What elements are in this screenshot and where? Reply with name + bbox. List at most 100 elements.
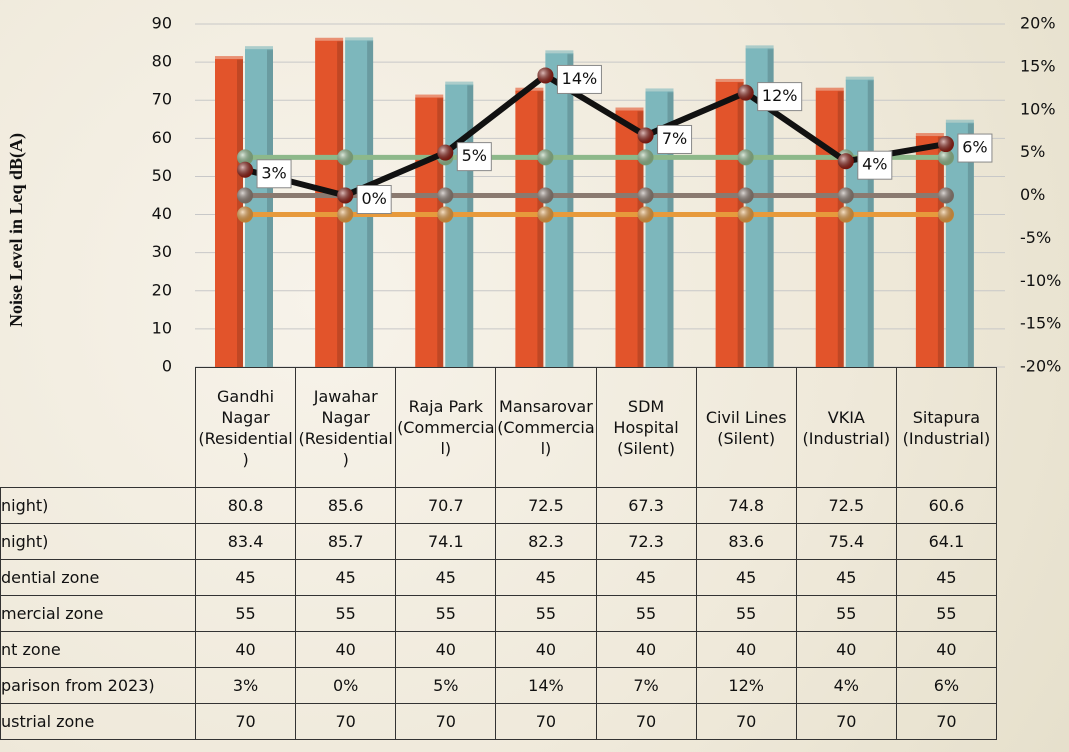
data-label-box [256, 159, 292, 189]
table-cell: 70 [695, 703, 797, 740]
table-cell: 45 [295, 559, 397, 596]
y2-tick-label: 20% [1020, 14, 1056, 33]
bar-cap [615, 107, 644, 112]
marker-shine [637, 206, 654, 223]
bar-cap [245, 46, 273, 51]
table-cell: 4% [795, 667, 897, 704]
header-row: Gandhi Nagar (Residential) Jawahar Nagar … [0, 367, 998, 488]
table-cell: 55 [695, 595, 797, 632]
bar-cap [945, 119, 974, 124]
table-row: mercial zone 55 55 55 55 55 55 55 55 [0, 595, 998, 632]
bar-shade [967, 122, 974, 367]
y-tick-label: 60 [152, 128, 172, 147]
bar-cap [445, 81, 474, 86]
table-cell: 40 [895, 631, 998, 668]
data-label-box [857, 150, 893, 180]
table-cell: 85.6 [295, 487, 397, 524]
bar [515, 90, 544, 367]
table-cell: 70 [395, 703, 497, 740]
table-cell: 45 [895, 559, 998, 596]
bar-cap [915, 133, 944, 138]
data-label: 5% [462, 146, 487, 165]
table-cell: 72.5 [495, 487, 597, 524]
marker-shine [437, 187, 454, 204]
row-label: night) [0, 523, 196, 560]
bar-cap [715, 78, 744, 83]
bar-cap [545, 50, 574, 55]
table-cell: 45 [795, 559, 897, 596]
table-cell: 5% [395, 667, 497, 704]
marker-shine [537, 187, 554, 204]
table-cell: 83.6 [695, 523, 797, 560]
bar-shade [337, 40, 344, 367]
y-tick-label: 40 [152, 204, 172, 223]
bar-cap [815, 87, 844, 92]
table-cell: 55 [495, 595, 597, 632]
marker-shine [337, 206, 354, 223]
table-cell: 75.4 [795, 523, 897, 560]
data-label: 0% [361, 189, 386, 208]
bar [415, 97, 444, 367]
category-label: Gandhi Nagar (Residential) [194, 367, 297, 488]
table-cell: 67.3 [595, 487, 697, 524]
row-label: parison from 2023) [0, 667, 196, 704]
marker-shine [237, 149, 254, 166]
bar-shade [637, 110, 644, 368]
category-label: Sitapura (Industrial) [895, 367, 998, 488]
y2-tick-label: -5% [1020, 228, 1051, 247]
table-cell: 40 [495, 631, 597, 668]
bar-cap [315, 37, 344, 42]
table-cell: 12% [695, 667, 797, 704]
table-cell: 55 [895, 595, 998, 632]
marker-shine [637, 187, 654, 204]
data-label-box [957, 133, 993, 163]
bar-shade [537, 90, 544, 367]
marker-shine [237, 206, 254, 223]
table-cell: 45 [395, 559, 497, 596]
y2-tick-label: 0% [1020, 185, 1045, 204]
table-row: nt zone 40 40 40 40 40 40 40 40 [0, 631, 998, 668]
bar [715, 81, 744, 367]
y-axis-title: Noise Level in Leq dB(A) [6, 133, 27, 327]
bar-cap [745, 45, 774, 50]
corner-cell [0, 367, 196, 488]
marker-shine [637, 149, 654, 166]
data-label: 12% [762, 86, 798, 105]
table-cell: 70 [295, 703, 397, 740]
bar-shade [267, 49, 273, 368]
table-cell: 85.7 [295, 523, 397, 560]
bar [915, 136, 944, 367]
bar-cap [215, 56, 243, 61]
marker-shine [537, 149, 554, 166]
table-row: ustrial zone 70 70 70 70 70 70 70 70 [0, 703, 998, 740]
y2-tick-label: 5% [1020, 142, 1045, 161]
y-tick-label: 0 [162, 357, 172, 376]
table-cell: 40 [595, 631, 697, 668]
y2-tick-label: -20% [1020, 357, 1061, 376]
data-label-box [757, 82, 803, 112]
data-table: Gandhi Nagar (Residential) Jawahar Nagar … [0, 367, 998, 740]
y-tick-label: 30 [152, 242, 172, 261]
table-cell: 55 [795, 595, 897, 632]
y-tick-label: 10 [152, 318, 172, 337]
bar-cap [645, 88, 674, 93]
row-label: ustrial zone [0, 703, 196, 740]
table-row: night) 83.4 85.7 74.1 82.3 72.3 83.6 75.4 64.1 [0, 523, 998, 560]
marker-shine [537, 67, 554, 84]
y-tick-label: 70 [152, 90, 172, 109]
marker-shine [437, 206, 454, 223]
table-cell: 82.3 [495, 523, 597, 560]
table-cell: 70.7 [395, 487, 497, 524]
table-cell: 80.8 [194, 487, 297, 524]
row-label: night) [0, 487, 196, 524]
table-cell: 74.1 [395, 523, 497, 560]
bar-shade [867, 79, 874, 368]
marker-shine [737, 149, 754, 166]
marker-shine [737, 206, 754, 223]
bar-shade [937, 136, 944, 367]
bar [845, 79, 874, 368]
bar-cap [345, 37, 374, 42]
marker-shine [337, 149, 354, 166]
marker-shine [937, 149, 954, 166]
